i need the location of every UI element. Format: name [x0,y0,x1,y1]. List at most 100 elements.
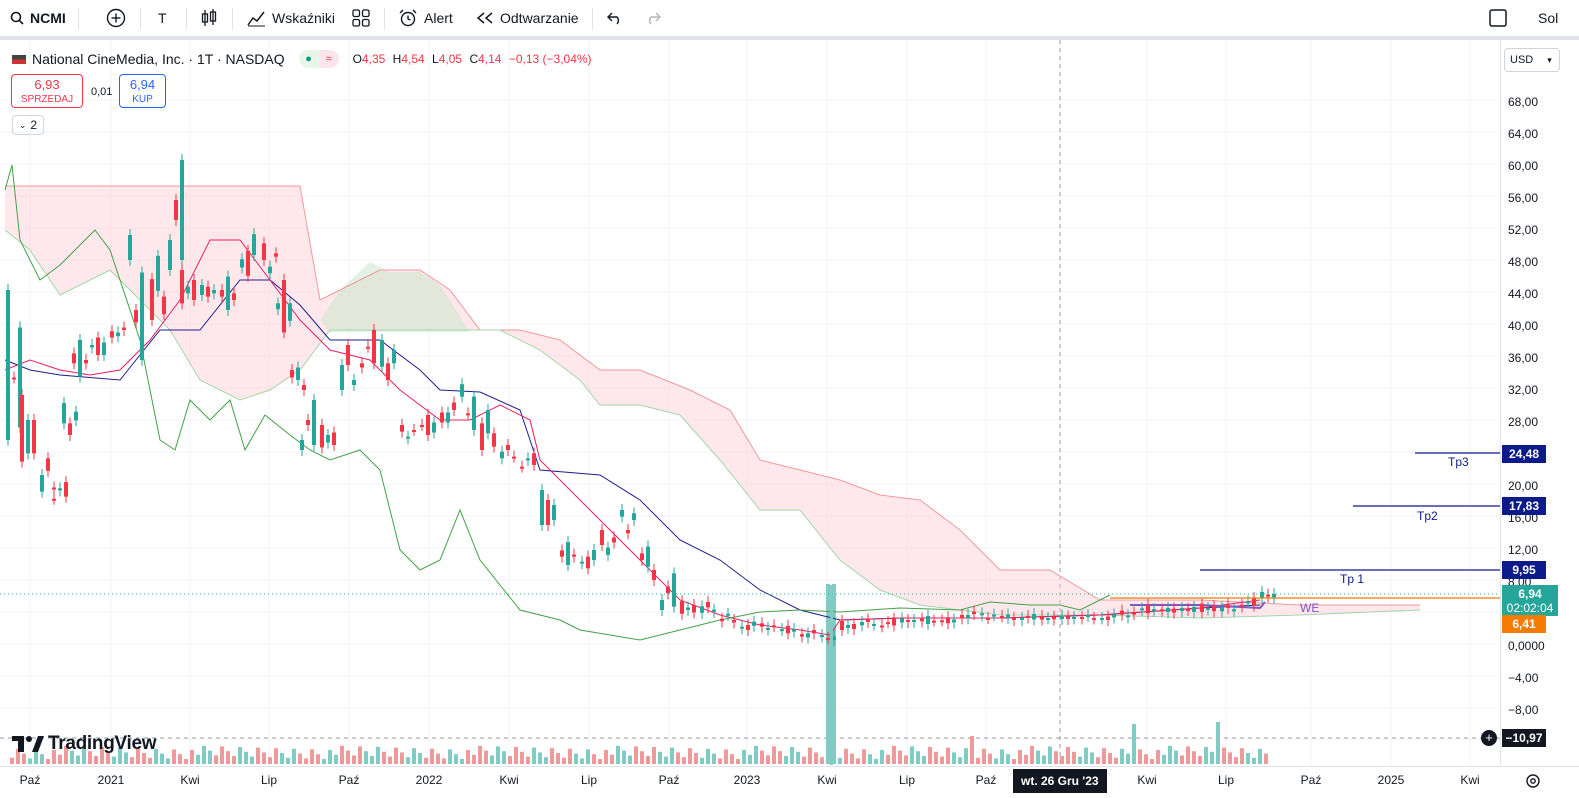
time-tick: Paź [338,773,360,787]
time-axis[interactable]: Paź 2021 Kwi Lip Paź 2022 Kwi Lip Paź 2023 Kwi Lip P… [0,766,1579,798]
candle-body [156,255,160,291]
candle-body [580,561,584,564]
tp3-price-label: 24,48 [1502,445,1546,463]
chart-canvas[interactable] [0,40,1500,766]
volume-bar [292,748,296,764]
layout-button[interactable] [352,0,376,36]
candle-body [64,482,68,497]
volume-bar [652,747,656,764]
sell-button[interactable]: 6,93 SPRZEDAJ [11,74,83,108]
chart-type-button[interactable] [200,0,224,36]
volume-bar [844,748,848,764]
candle-body [128,235,132,260]
candle-body [326,435,330,443]
volume-bar [724,749,728,764]
candle-body [1166,608,1170,612]
volume-bar [1234,757,1238,764]
divider [186,8,187,30]
time-tick: 2025 [1377,773,1405,787]
candle-body [480,423,484,450]
candle-body [886,622,890,625]
fullscreen-button[interactable] [1488,0,1514,36]
candle-body [372,330,376,364]
indicators-collapse-button[interactable]: ⌄ 2 [12,115,44,135]
add-alert-icon[interactable]: + [1481,730,1497,746]
collapse-count: 2 [30,118,38,132]
volume-bar [238,747,242,764]
indicators-button[interactable]: Wskaźniki [246,0,335,36]
candle-body [506,445,510,450]
candle-body [940,620,944,623]
symbol-search-button[interactable]: NCMI [10,0,66,36]
price-tick: −4,00 [1508,671,1539,685]
candle-body [1092,618,1096,620]
indicator-lines [4,164,1266,641]
volume-bar [412,748,416,764]
right-panel-label[interactable]: Sol [1538,10,1559,26]
status-pill[interactable]: ● ≈ [298,50,339,68]
divider [384,8,385,30]
volume-bar [406,757,410,764]
volume-bar [256,747,260,764]
candle-body [800,634,804,637]
square-icon [1488,8,1508,28]
candle-body [1052,617,1056,620]
time-tick: Paź [1300,773,1322,787]
candle-body [792,629,796,632]
candle-body [400,425,404,432]
volume-bar [754,745,758,764]
candle-body [282,280,286,333]
plus-circle-icon [106,8,126,28]
candle-body [620,510,624,517]
candle-body [486,410,490,434]
buy-button[interactable]: 6,94 KUP [119,74,166,108]
replay-button[interactable]: Odtwarzanie [476,0,579,36]
divider [232,8,233,30]
volume-bar [706,748,710,764]
redo-button[interactable] [644,0,668,36]
candle-body [200,285,204,295]
currency-select[interactable]: USD ▾ [1504,48,1560,72]
price-axis[interactable] [1500,40,1579,766]
tradingview-logo[interactable]: TradingView [12,733,157,755]
compare-button[interactable] [106,0,132,36]
volume-bar [94,756,98,764]
gear-icon[interactable] [1524,772,1542,790]
candle-body [46,458,50,471]
volume-bar [10,757,14,764]
candle-body [472,396,476,430]
drawing-overlays [0,452,1500,765]
volume-bar [436,753,440,764]
volume-bar [790,747,794,764]
candle-body [174,200,178,220]
candle-body [632,513,636,520]
volume-bar [592,754,596,764]
candle-body [606,547,610,555]
volume-bar [850,753,854,764]
volume-bar [562,757,566,764]
candle-body [406,436,410,439]
candle-body [1040,616,1044,620]
undo-button[interactable] [606,0,630,36]
volume-bar [34,749,38,764]
candle-body [1132,612,1136,615]
candle-body [560,550,564,557]
candle-body [1080,617,1084,619]
volume-bar [1030,745,1034,764]
volume-bar [244,751,248,764]
volume-bar [964,748,968,764]
instrument-title[interactable]: National CineMedia, Inc. · 1T · NASDAQ [32,51,285,67]
candle-body [846,625,850,628]
volume-bar [1120,748,1124,764]
candle-body [1200,603,1204,612]
volume-bar [532,747,536,764]
volume-bar [370,756,374,764]
timeframe-button[interactable]: T [158,10,167,26]
candle-body [288,303,292,321]
volume-bar [214,755,218,764]
volume-bar [580,758,584,764]
alert-button[interactable]: Alert [398,0,453,36]
market-open-icon: ● [298,50,319,68]
volume-bar [544,757,548,764]
volume-bar [688,748,692,764]
